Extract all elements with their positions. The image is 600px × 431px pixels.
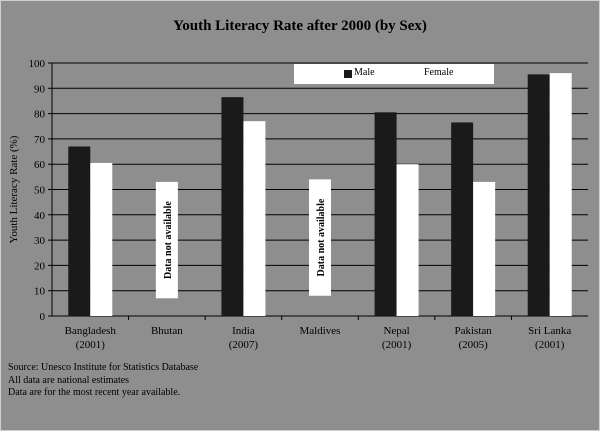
x-tick-year-sri-lanka: (2001) xyxy=(535,339,565,351)
x-tick-label-bangladesh: Bangladesh xyxy=(65,325,117,337)
bar-female-pakistan xyxy=(473,181,496,316)
x-tick-label-bhutan: Bhutan xyxy=(151,325,183,337)
x-tick-label-maldives: Maldives xyxy=(300,325,341,337)
annotation-box-maldives xyxy=(309,179,331,296)
y-tick-label-90: 90 xyxy=(34,83,46,95)
annotation-text-maldives: Data not available xyxy=(316,198,327,276)
y-tick-label-80: 80 xyxy=(34,109,46,121)
y-tick-label-60: 60 xyxy=(34,159,46,171)
y-tick-label-30: 30 xyxy=(34,235,46,247)
note-recent-year: Data are for the most recent year availa… xyxy=(8,387,181,398)
bar-male-pakistan xyxy=(451,122,474,316)
x-tick-label-pakistan: Pakistan xyxy=(455,325,493,337)
bar-male-nepal xyxy=(374,112,397,317)
bar-female-nepal xyxy=(396,164,419,316)
annotation-text-bhutan: Data not available xyxy=(163,201,174,279)
y-tick-label-20: 20 xyxy=(34,260,46,272)
note-source: Source: Unesco Institute for Statistics … xyxy=(8,362,199,373)
y-axis-label: Youth Literacy Rate (%) xyxy=(8,135,20,243)
y-tick-label-40: 40 xyxy=(34,210,46,222)
y-tick-label-0: 0 xyxy=(40,311,46,323)
y-tick-label-10: 10 xyxy=(34,286,46,298)
source-notes: Source: Unesco Institute for Statistics … xyxy=(8,362,198,400)
x-tick-year-india: (2007) xyxy=(229,339,259,351)
bar-male-sri-lanka xyxy=(527,74,550,316)
bar-female-sri-lanka xyxy=(549,73,572,317)
x-tick-label-sri-lanka: Sri Lanka xyxy=(528,325,571,337)
x-tick-year-nepal: (2001) xyxy=(382,339,412,351)
y-tick-label-50: 50 xyxy=(34,185,46,197)
bar-female-india xyxy=(243,121,266,316)
legend-label-female: Female xyxy=(424,67,454,78)
x-tick-label-nepal: Nepal xyxy=(383,325,409,337)
x-tick-year-pakistan: (2005) xyxy=(458,339,488,351)
x-tick-year-bangladesh: (2001) xyxy=(76,339,106,351)
legend-swatch-male xyxy=(344,70,352,78)
bar-female-bangladesh xyxy=(90,162,113,316)
legend-label-male: Male xyxy=(354,67,375,78)
y-tick-label-70: 70 xyxy=(34,134,46,146)
bar-male-india xyxy=(221,97,244,316)
chart-title: Youth Literacy Rate after 2000 (by Sex) xyxy=(173,18,427,34)
y-tick-label-100: 100 xyxy=(29,58,46,70)
note-estimates: All data are national estimates xyxy=(8,374,130,386)
legend-swatch-female xyxy=(414,70,422,78)
legend: Male Female xyxy=(294,64,494,84)
x-tick-label-india: India xyxy=(232,325,255,337)
annotation-box-bhutan xyxy=(155,181,178,299)
bar-male-bangladesh xyxy=(68,146,91,316)
